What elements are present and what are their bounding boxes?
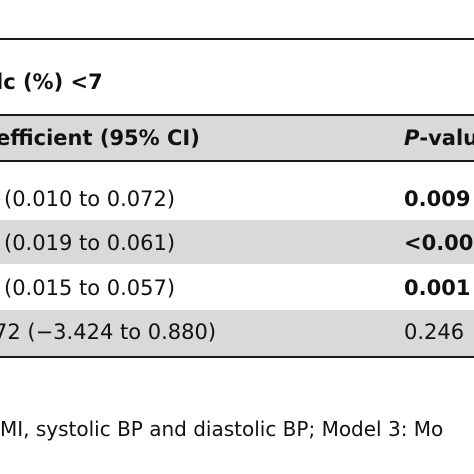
column-header-coefficient: efficient (95% CI) [0,126,200,150]
ci-cell: (0.019 to 0.061) [4,231,176,255]
column-header-p-value: P-valu [404,128,474,149]
header-bottom-rule [0,160,474,162]
row-shade [0,220,474,264]
p-value-cell: 0.246 [404,320,465,344]
row-shade [0,310,474,356]
group-header: lc (%) <7 [0,70,103,94]
ci-cell: (0.010 to 0.072) [4,187,176,211]
ci-cell: 72 (−3.424 to 0.880) [0,320,217,344]
p-value-cell: 0.009 [404,187,471,211]
p-rest: -valu [419,126,474,150]
p-value-cell: <0.00 [404,231,474,255]
p-italic: P [404,126,420,150]
ci-cell: (0.015 to 0.057) [4,276,176,300]
header-top-rule [0,114,474,116]
p-value-cell: 0.001 [404,276,471,300]
table-bottom-rule [0,356,474,358]
table-footnote: MI, systolic BP and diastolic BP; Model … [0,417,444,441]
table-top-rule [0,38,474,40]
column-header-band [0,116,474,160]
